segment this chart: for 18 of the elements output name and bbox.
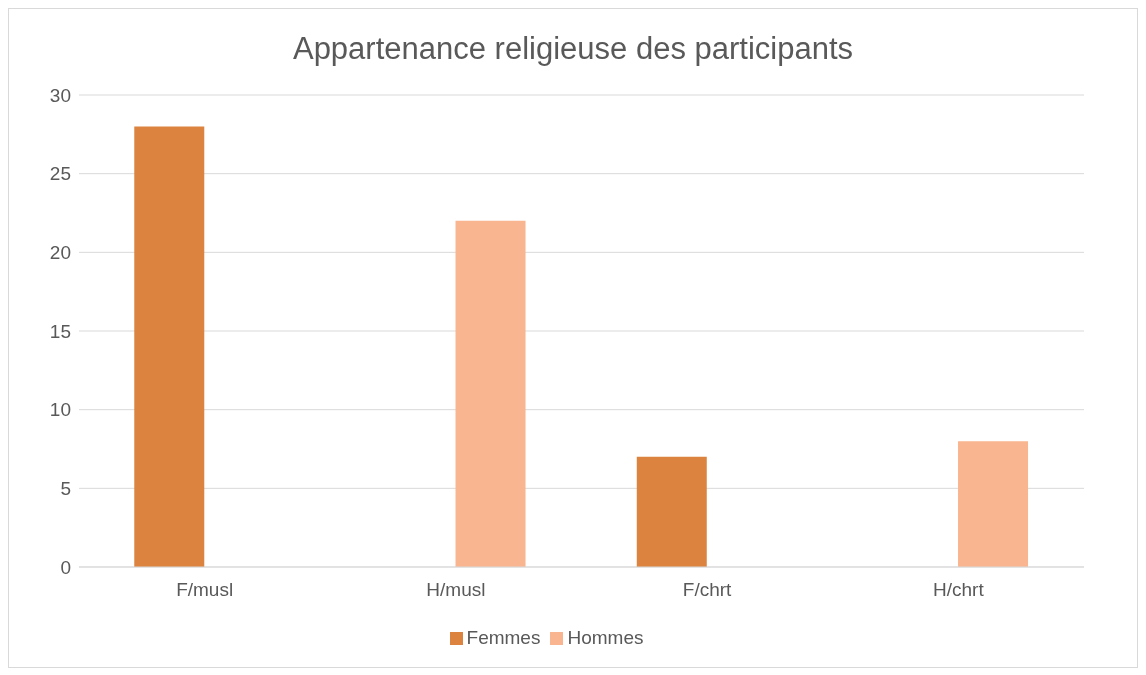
y-tick-label: 10 xyxy=(49,399,71,421)
legend-label: Hommes xyxy=(567,627,644,648)
x-tick-label: F/musl xyxy=(176,579,234,601)
y-tick-label: 30 xyxy=(49,84,71,106)
y-tick-label: 0 xyxy=(60,556,71,578)
chart-title: Appartenance religieuse des participants xyxy=(291,30,855,68)
x-tick-label: H/chrt xyxy=(933,579,985,601)
y-tick-label: 20 xyxy=(49,242,71,264)
bar xyxy=(455,220,526,567)
bar xyxy=(134,126,205,567)
bar xyxy=(958,441,1029,567)
y-tick-label: 25 xyxy=(49,163,71,185)
x-tick-label: F/chrt xyxy=(682,579,733,601)
legend-label: Femmes xyxy=(466,627,541,648)
y-tick-label: 5 xyxy=(60,478,71,500)
y-tick-label: 15 xyxy=(49,320,71,342)
bar xyxy=(636,456,707,567)
x-tick-label: H/musl xyxy=(426,579,486,601)
